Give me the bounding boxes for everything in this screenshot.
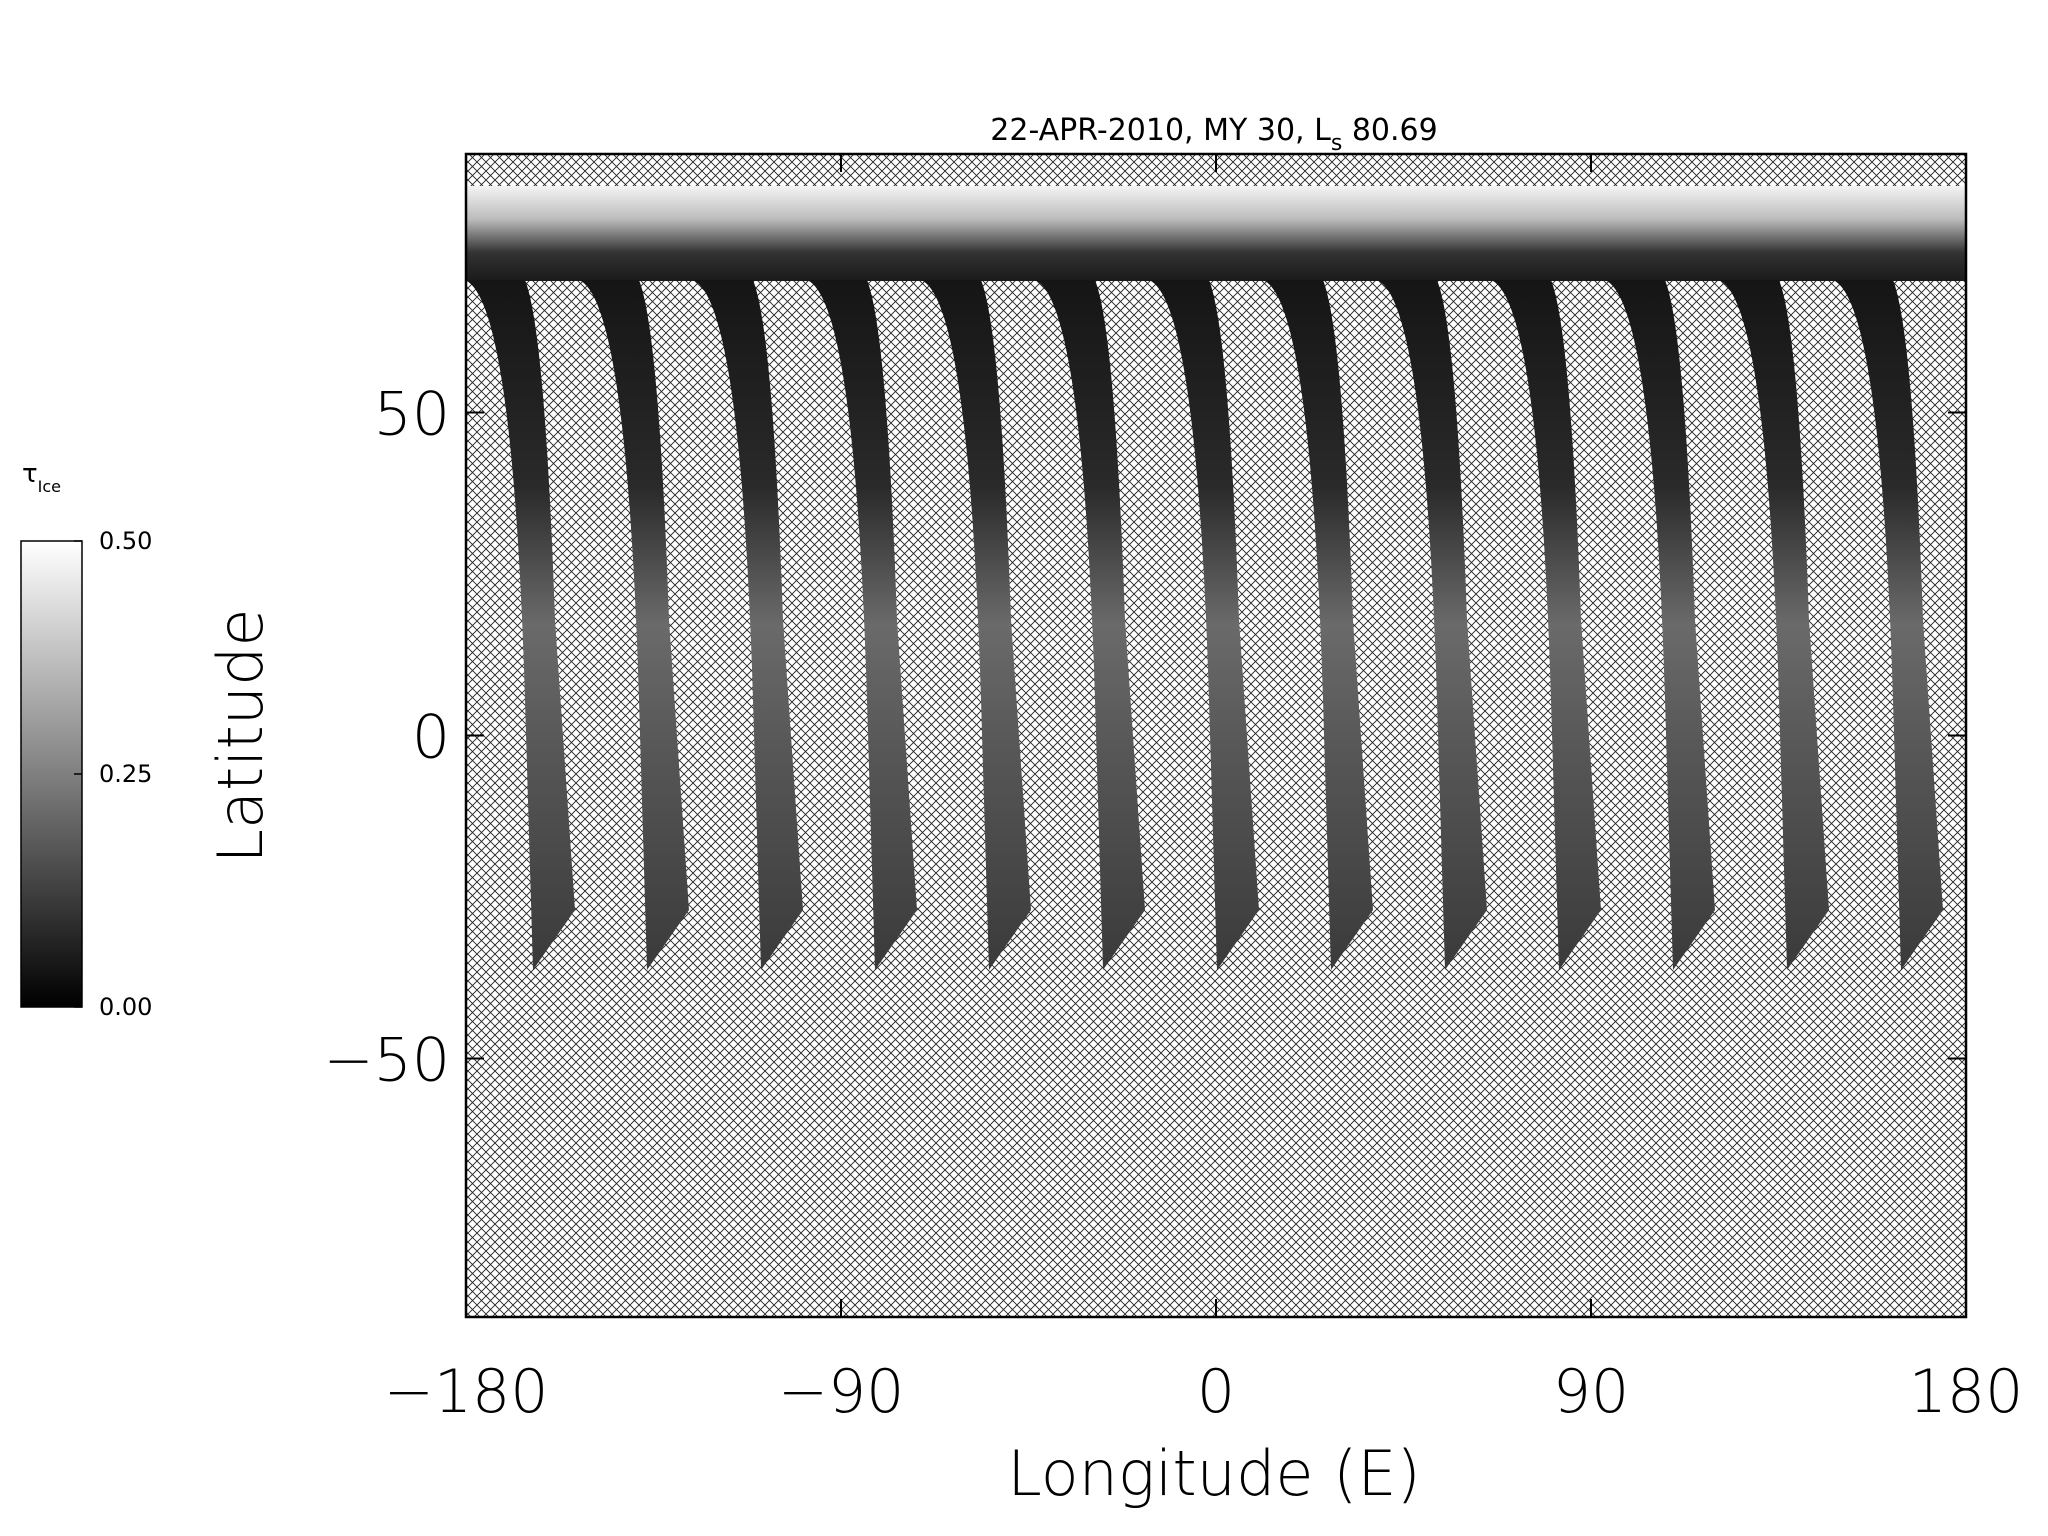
title-subscript: s <box>1331 131 1342 156</box>
swath <box>1833 280 1943 970</box>
y-axis-label: Latitude <box>204 608 277 863</box>
colorbar-tick-label: 0.25 <box>99 760 152 788</box>
swath <box>807 280 917 970</box>
title-value: 80.69 <box>1342 113 1437 148</box>
x-tick-label: −180 <box>384 1357 549 1427</box>
colorbar-tick-label: 0.00 <box>99 993 152 1021</box>
y-tick-label: −50 <box>323 1026 450 1096</box>
swath <box>921 280 1031 970</box>
y-tick-label: 0 <box>412 703 450 773</box>
x-tick-label: 180 <box>1909 1357 2024 1427</box>
swaths <box>466 186 1966 970</box>
polar-band <box>466 186 1966 281</box>
swath <box>1377 280 1487 970</box>
swath <box>1491 280 1601 970</box>
x-tick-label: 0 <box>1197 1357 1235 1427</box>
swath <box>1605 280 1715 970</box>
x-axis-label: Longitude (E) <box>1007 1437 1420 1510</box>
colorbar <box>20 540 83 1008</box>
swath <box>1263 280 1373 970</box>
title-text: 22-APR-2010, MY 30, L <box>990 113 1331 148</box>
swath <box>466 280 575 970</box>
colorbar-subscript: Ice <box>38 477 61 496</box>
swath <box>693 280 803 970</box>
swath <box>1149 280 1259 970</box>
swath <box>1719 280 1829 970</box>
swath <box>1035 280 1145 970</box>
swath <box>579 280 689 970</box>
x-tick-label: 90 <box>1553 1357 1629 1427</box>
chart-title: 22-APR-2010, MY 30, Ls 80.69 <box>990 113 1437 156</box>
x-tick-label: −90 <box>778 1357 905 1427</box>
colorbar-tick-label: 0.50 <box>99 527 152 555</box>
colorbar-label: τIce <box>22 459 61 496</box>
colorbar-symbol: τ <box>22 459 38 489</box>
y-tick-label: 50 <box>374 379 450 449</box>
